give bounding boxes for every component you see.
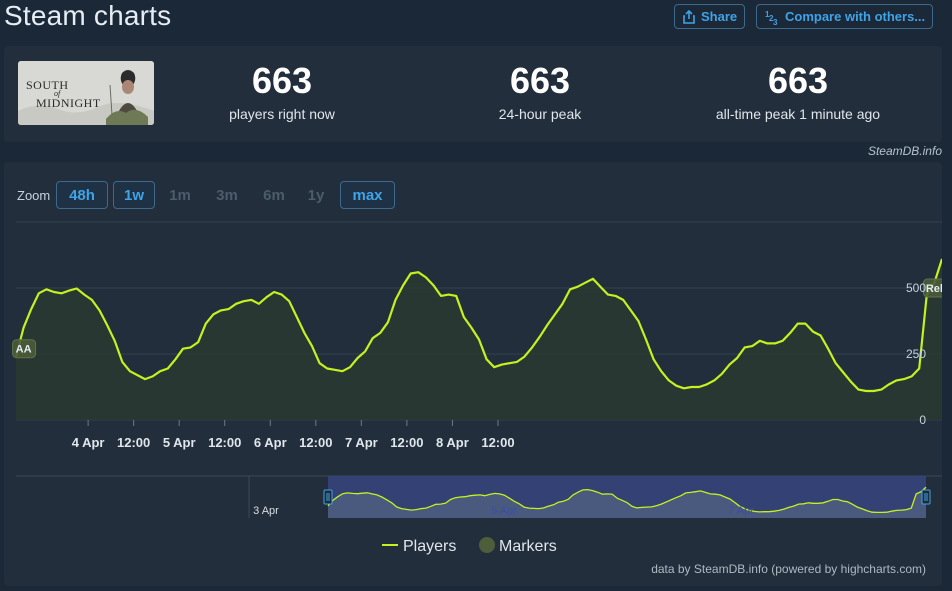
- stats-panel: SOUTH of MIDNIGHT 663 players right now …: [4, 46, 942, 142]
- navigator-handle[interactable]: [323, 489, 333, 505]
- zoom-1y-button[interactable]: 1y: [307, 186, 325, 204]
- navigator-handle-box: [323, 489, 333, 505]
- zoom-3m-button[interactable]: 3m: [216, 186, 238, 204]
- x-tick-label: 12:00: [117, 435, 150, 450]
- navigator-handle-box: [921, 489, 931, 505]
- x-tick-label: 12:00: [390, 435, 423, 450]
- navigator-tick-label: 7 Apr: [728, 505, 754, 517]
- stat-label: all-time peak 1 minute ago: [715, 106, 881, 122]
- stat-players-now: 663 players right now: [162, 60, 402, 122]
- y-axis-ticks: 0 250 500: [906, 281, 926, 427]
- x-tick-label: 8 Apr: [436, 435, 469, 450]
- steamdb-watermark: SteamDB.info: [867, 144, 942, 158]
- navigator-tick-label: 3 Apr: [253, 505, 279, 517]
- navigator-handle[interactable]: [921, 489, 931, 505]
- y-tick-label: 500: [906, 281, 926, 295]
- marker-flag: AA: [12, 339, 37, 359]
- zoom-6m-button[interactable]: 6m: [263, 186, 285, 204]
- navigator-line: [327, 486, 927, 514]
- chart-credits[interactable]: data by SteamDB.info (powered by highcha…: [651, 562, 926, 576]
- navigator[interactable]: 3 Apr 5 Apr 7 Apr: [16, 475, 942, 518]
- x-tick-label: 5 Apr: [163, 435, 196, 450]
- svg-text:1: 1: [765, 10, 770, 19]
- zoom-label: Zoom: [17, 188, 51, 203]
- legend-item-players[interactable]: Players: [382, 538, 456, 555]
- stat-label: players right now: [229, 106, 335, 122]
- stat-value: 663: [767, 60, 829, 101]
- game-capsule-image[interactable]: SOUTH of MIDNIGHT: [18, 61, 154, 125]
- y-tick-label: 0: [919, 413, 926, 427]
- compare-icon: 1 2 3: [765, 10, 778, 25]
- share-button[interactable]: Share: [674, 4, 746, 29]
- stat-all-time-peak: 663 all-time peak 1 minute ago: [678, 60, 918, 122]
- x-tick-label: 12:00: [299, 435, 332, 450]
- share-icon: [683, 9, 695, 24]
- page-title: Steam charts: [4, 0, 172, 31]
- stat-label: 24-hour peak: [498, 106, 582, 122]
- players-line-path: [14, 258, 942, 393]
- chart-markers: AA Rel: [12, 278, 942, 359]
- x-tick-label: 6 Apr: [254, 435, 287, 450]
- compare-button[interactable]: 1 2 3 Compare with others...: [756, 4, 934, 29]
- y-tick-label: 250: [906, 347, 926, 361]
- chart-legend: Players Markers: [382, 537, 557, 555]
- compare-label: Compare with others...: [785, 9, 926, 24]
- player-count-chart[interactable]: AA Rel 0 250 500 4 Apr 12:00 5 Apr 12:00 6 Apr 1…: [4, 162, 942, 586]
- legend-markers-label: Markers: [499, 538, 557, 555]
- x-tick-label: 4 Apr: [72, 435, 105, 450]
- legend-players-label: Players: [403, 538, 456, 555]
- stat-value: 663: [509, 60, 571, 101]
- marker-flag-label: AA: [16, 344, 32, 356]
- share-label: Share: [701, 9, 738, 24]
- capsule-title-line1: SOUTH: [26, 78, 69, 92]
- stat-value: 663: [251, 60, 313, 101]
- legend-item-markers[interactable]: Markers: [479, 537, 557, 555]
- stat-24h-peak: 663 24-hour peak: [420, 60, 660, 122]
- zoom-1w-button[interactable]: 1w: [113, 181, 155, 209]
- zoom-1m-button[interactable]: 1m: [169, 186, 191, 204]
- svg-text:3: 3: [773, 18, 778, 25]
- marker-flag: Rel: [922, 278, 942, 298]
- x-axis-ticks: 4 Apr 12:00 5 Apr 12:00 6 Apr 12:00 7 Apr 12:00…: [72, 420, 515, 450]
- marker-flag-box: [12, 339, 37, 359]
- x-tick-label: 7 Apr: [345, 435, 378, 450]
- marker-flag-label: Rel: [926, 283, 942, 295]
- capsule-title-of: of: [54, 89, 61, 98]
- capsule-title-line2: MIDNIGHT: [36, 96, 101, 110]
- chart-panel: Zoom 48h 1w 1m 3m 6m 1y max AA Rel 0 250 50…: [4, 162, 942, 586]
- legend-markers-symbol: [479, 537, 495, 553]
- x-tick-label: 12:00: [208, 435, 241, 450]
- svg-text:2: 2: [769, 14, 774, 23]
- navigator-tick-label: 5 Apr: [491, 505, 517, 517]
- x-tick-label: 12:00: [481, 435, 514, 450]
- marker-flag-box: [922, 278, 942, 298]
- zoom-48h-button[interactable]: 48h: [56, 181, 108, 209]
- zoom-max-button[interactable]: max: [340, 181, 395, 209]
- players-line: [14, 258, 942, 393]
